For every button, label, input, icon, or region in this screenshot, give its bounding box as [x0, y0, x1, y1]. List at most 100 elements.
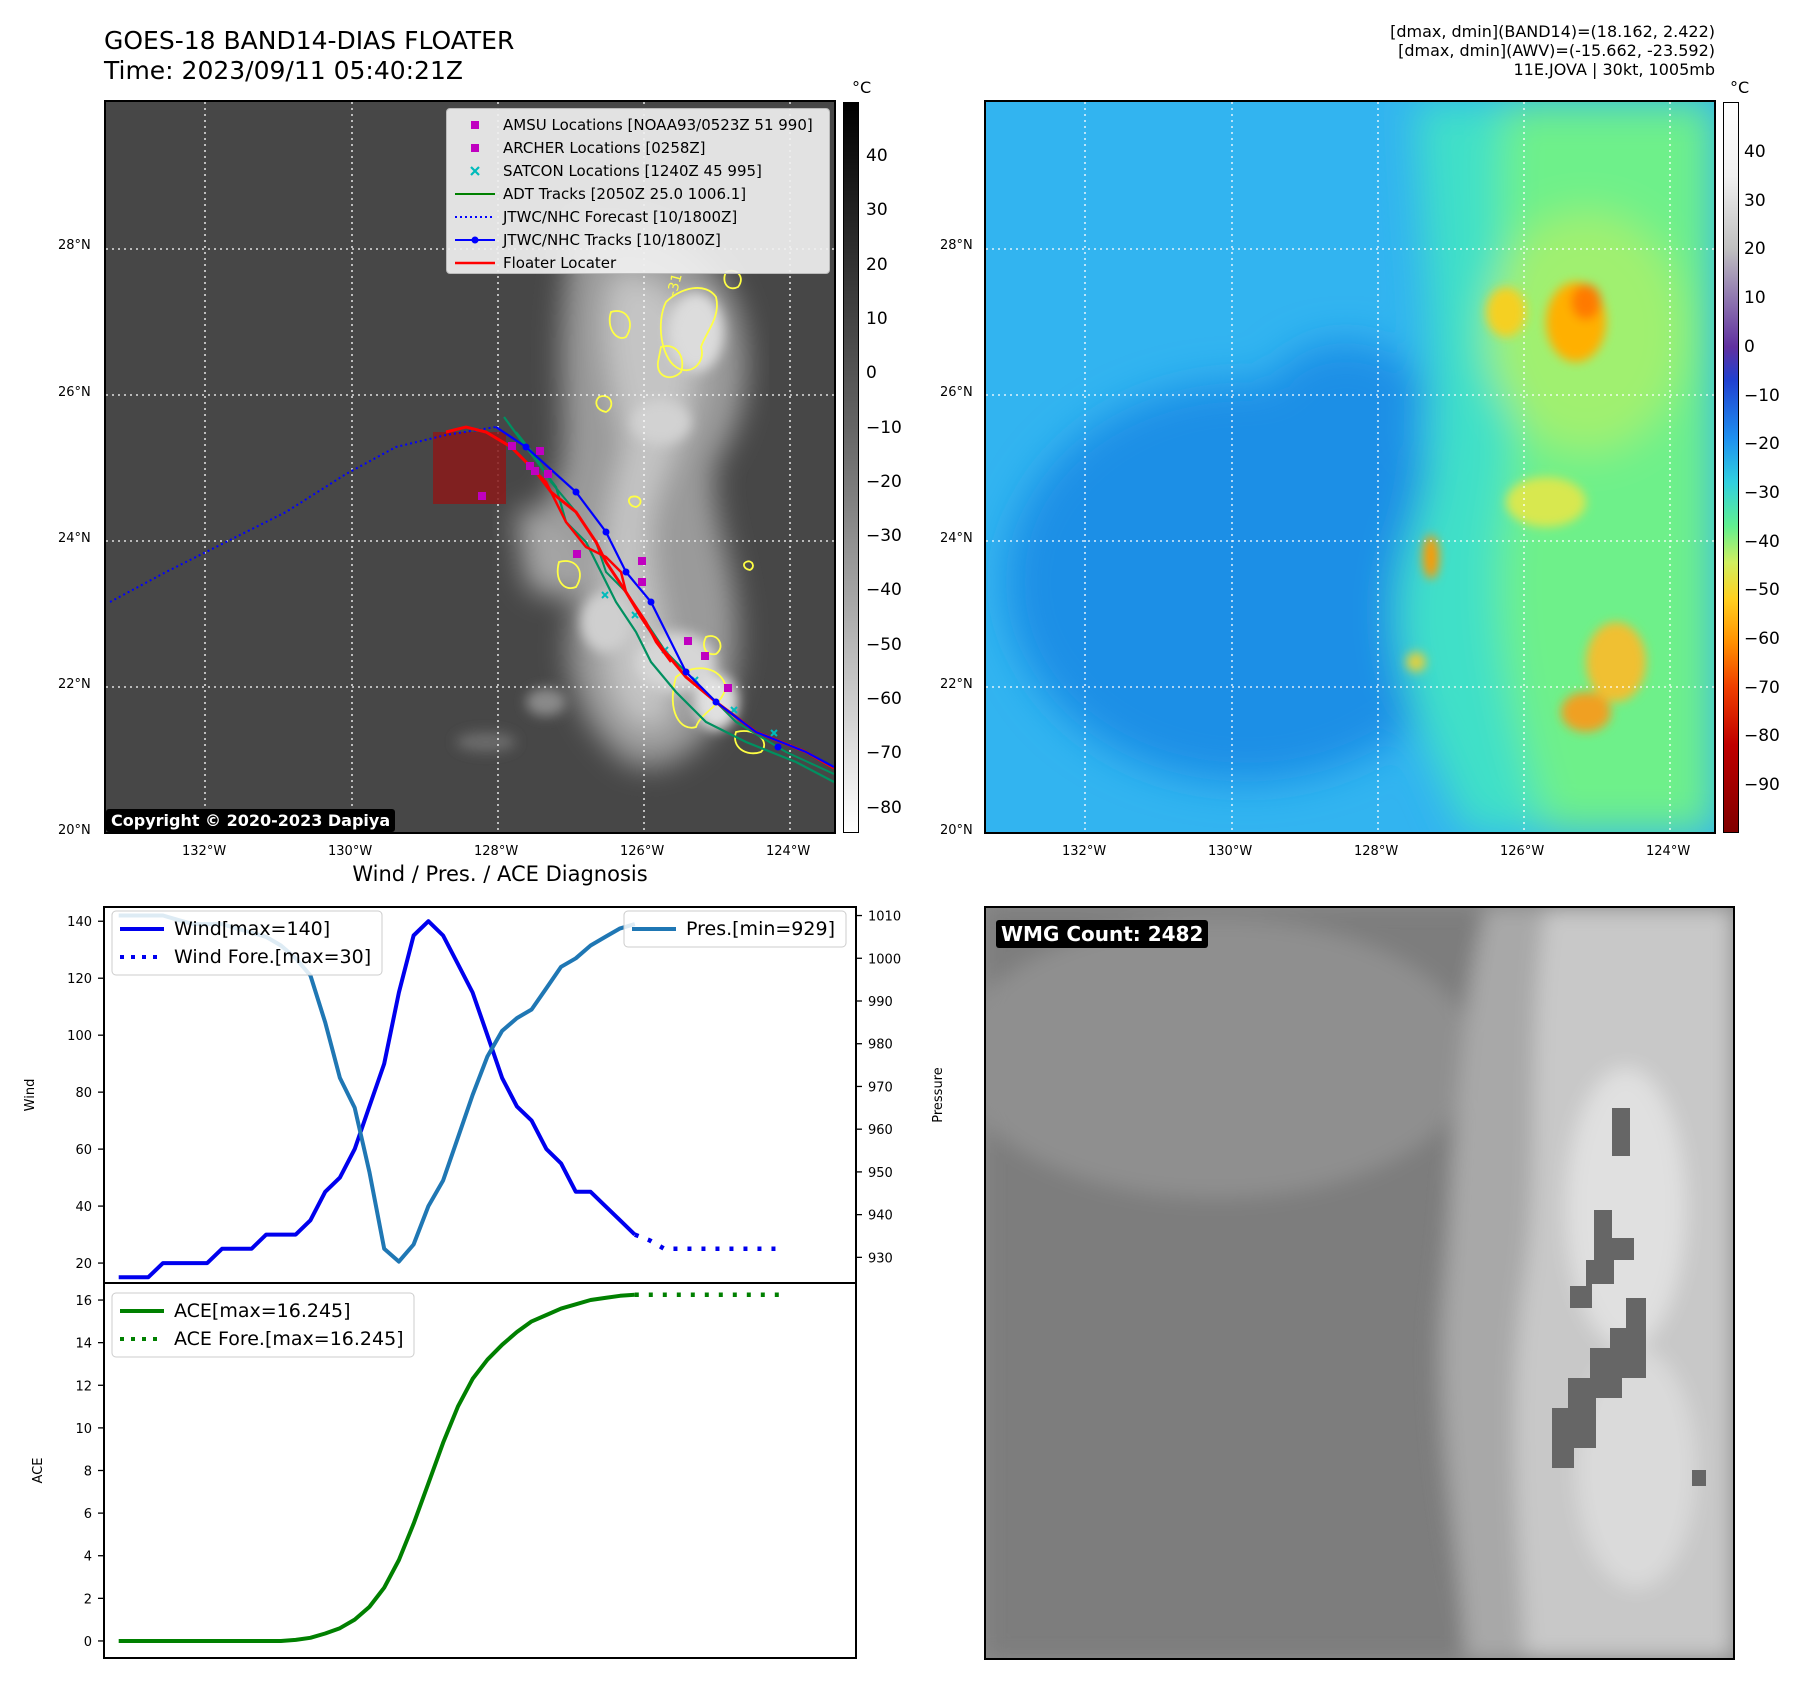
colorbar-tick-label: 10	[1744, 288, 1766, 309]
lat-label-28: 28°N	[58, 238, 91, 253]
line-dot-icon	[453, 230, 497, 250]
legend-box	[111, 1292, 415, 1358]
y2-tick-label: 950	[868, 1166, 893, 1181]
y2-tick-label: 960	[868, 1123, 893, 1138]
wind-legend: Wind[max=140] Wind Fore.[max=30]	[111, 910, 383, 976]
y2-tick-label: 990	[868, 995, 893, 1010]
legend-label: ADT Tracks [2050Z 25.0 1006.1]	[503, 184, 747, 203]
wind-axis-label: Wind	[23, 1079, 38, 1112]
wind-forecast-series-line	[633, 1232, 783, 1252]
colorbar-tick-label: 30	[1744, 190, 1766, 211]
awv-lat-label-20: 20°N	[940, 823, 973, 838]
legend-box	[111, 910, 383, 976]
lat-label-22: 22°N	[58, 677, 91, 692]
colorbar-tick-label: −20	[866, 471, 902, 492]
solid-line-icon	[453, 184, 497, 204]
colorbar-tick-label: −60	[866, 689, 902, 709]
awv-lat-label-22: 22°N	[940, 677, 973, 692]
colorbar-tick-label: −60	[1744, 629, 1780, 649]
legend-item-satcon: SATCON Locations [1240Z 45 995]	[453, 159, 823, 182]
legend-item-floater: Floater Locater	[453, 251, 823, 274]
info-line-1: [dmax, dmin](BAND14)=(18.162, 2.422)	[1390, 22, 1715, 41]
amsu-archer-markers	[478, 442, 732, 692]
lon-label-132: 132°W	[182, 844, 227, 859]
lat-label-26: 26°N	[58, 385, 91, 400]
y-tick-label: 140	[67, 915, 92, 930]
cold-contours	[556, 269, 766, 755]
floater-locater-track-2	[525, 461, 672, 663]
title-line-1: GOES-18 BAND14-DIAS FLOATER	[104, 26, 515, 55]
y-tick-label: 20	[75, 1257, 92, 1272]
awv-map	[986, 102, 1714, 832]
dmax-info: [dmax, dmin](BAND14)=(18.162, 2.422) [dm…	[1390, 22, 1715, 79]
lon-label-128: 128°W	[474, 844, 519, 859]
y2-tick-label: 940	[868, 1209, 893, 1224]
dotted-line-icon	[453, 207, 497, 227]
contour-label: -31	[664, 272, 685, 298]
title-line-2: Time: 2023/09/11 05:40:21Z	[104, 56, 463, 85]
legend-label: ACE Fore.[max=16.245]	[174, 1328, 404, 1350]
colorbar-tick-label: −50	[866, 634, 902, 655]
legend-label: AMSU Locations [NOAA93/0523Z 51 990]	[503, 115, 813, 134]
colorbar-tick-label: −50	[1744, 580, 1780, 601]
y-tick-label: 10	[75, 1422, 92, 1437]
legend-item-adt: ADT Tracks [2050Z 25.0 1006.1]	[453, 182, 823, 205]
ace-series-line	[118, 1292, 635, 1643]
colorbar-tick-label: −80	[1744, 726, 1780, 747]
jtwc-best-track	[495, 426, 834, 768]
y2-tick-label: 980	[868, 1038, 893, 1053]
lon-label-124: 124°W	[766, 844, 811, 859]
colorbar-tick-label: −40	[866, 580, 902, 601]
colorbar-tick-label: −30	[866, 526, 902, 547]
figure-title: GOES-18 BAND14-DIAS FLOATER Time: 2023/0…	[104, 26, 514, 86]
legend-label: Wind Fore.[max=30]	[174, 946, 371, 968]
legend-label: ARCHER Locations [0258Z]	[503, 138, 706, 157]
y2-tick-label: 1000	[868, 952, 901, 967]
info-line-2: [dmax, dmin](AWV)=(-15.662, -23.592)	[1398, 41, 1715, 60]
y-tick-label: 80	[75, 1086, 92, 1101]
legend-label: JTWC/NHC Forecast [10/1800Z]	[503, 207, 738, 226]
colorbar-tick-label: −40	[1744, 531, 1780, 552]
wind-series-line	[118, 919, 637, 1280]
colorbar-tick-label: −70	[866, 743, 902, 764]
y-tick-label: 8	[84, 1465, 92, 1480]
x-marker-icon	[453, 161, 497, 181]
awv-lat-label-26: 26°N	[940, 385, 973, 400]
legend-label: SATCON Locations [1240Z 45 995]	[503, 161, 762, 180]
square-marker-icon	[453, 115, 497, 135]
y-tick-label: 14	[75, 1337, 92, 1352]
y-tick-label: 120	[67, 972, 92, 987]
y2-tick-label: 1010	[868, 910, 901, 925]
awv-map-panel	[984, 100, 1716, 834]
colorbar-tick-label: −10	[866, 417, 902, 438]
ace-legend: ACE[max=16.245] ACE Fore.[max=16.245]	[111, 1292, 415, 1358]
lon-label-126: 126°W	[620, 844, 665, 859]
colorbar-tick-label: 40	[866, 146, 888, 166]
lat-label-20: 20°N	[58, 823, 91, 838]
copyright-badge: Copyright © 2020-2023 Dapiya	[106, 809, 396, 832]
moist-cells	[1406, 282, 1646, 732]
colorbar-tick-label: −90	[1744, 775, 1780, 796]
wmg-image	[986, 908, 1733, 1658]
colorbar-tick-label: −10	[1744, 385, 1780, 406]
colorbar-right-unit: °C	[1730, 78, 1750, 97]
colorbar-tick-label: 0	[1744, 336, 1755, 357]
colorbar-tick-label: −80	[866, 797, 902, 818]
awv-lon-label-130: 130°W	[1208, 844, 1253, 859]
info-line-3: 11E.JOVA | 30kt, 1005mb	[1513, 60, 1715, 79]
colorbar-left-unit: °C	[852, 78, 872, 97]
wmg-cold-cells	[1552, 1108, 1706, 1486]
ace-axis-label: ACE	[31, 1458, 46, 1484]
y-tick-label: 6	[84, 1507, 92, 1522]
colorbar-tick-label: −70	[1744, 677, 1780, 698]
wmg-count-badge: WMG Count: 2482	[996, 920, 1209, 948]
legend-box	[623, 910, 847, 948]
diagnosis-chart: 2040608010012014093094095096097098099010…	[23, 906, 946, 1659]
diagnosis-title: Wind / Pres. / ACE Diagnosis	[352, 862, 648, 886]
legend-label: Pres.[min=929]	[686, 918, 835, 940]
colorbar-tick-label: 30	[866, 200, 888, 221]
y-tick-label: 60	[75, 1143, 92, 1158]
awv-lon-label-126: 126°W	[1500, 844, 1545, 859]
legend-item-forecast: JTWC/NHC Forecast [10/1800Z]	[453, 205, 823, 228]
jtwc-track-points	[522, 443, 782, 751]
